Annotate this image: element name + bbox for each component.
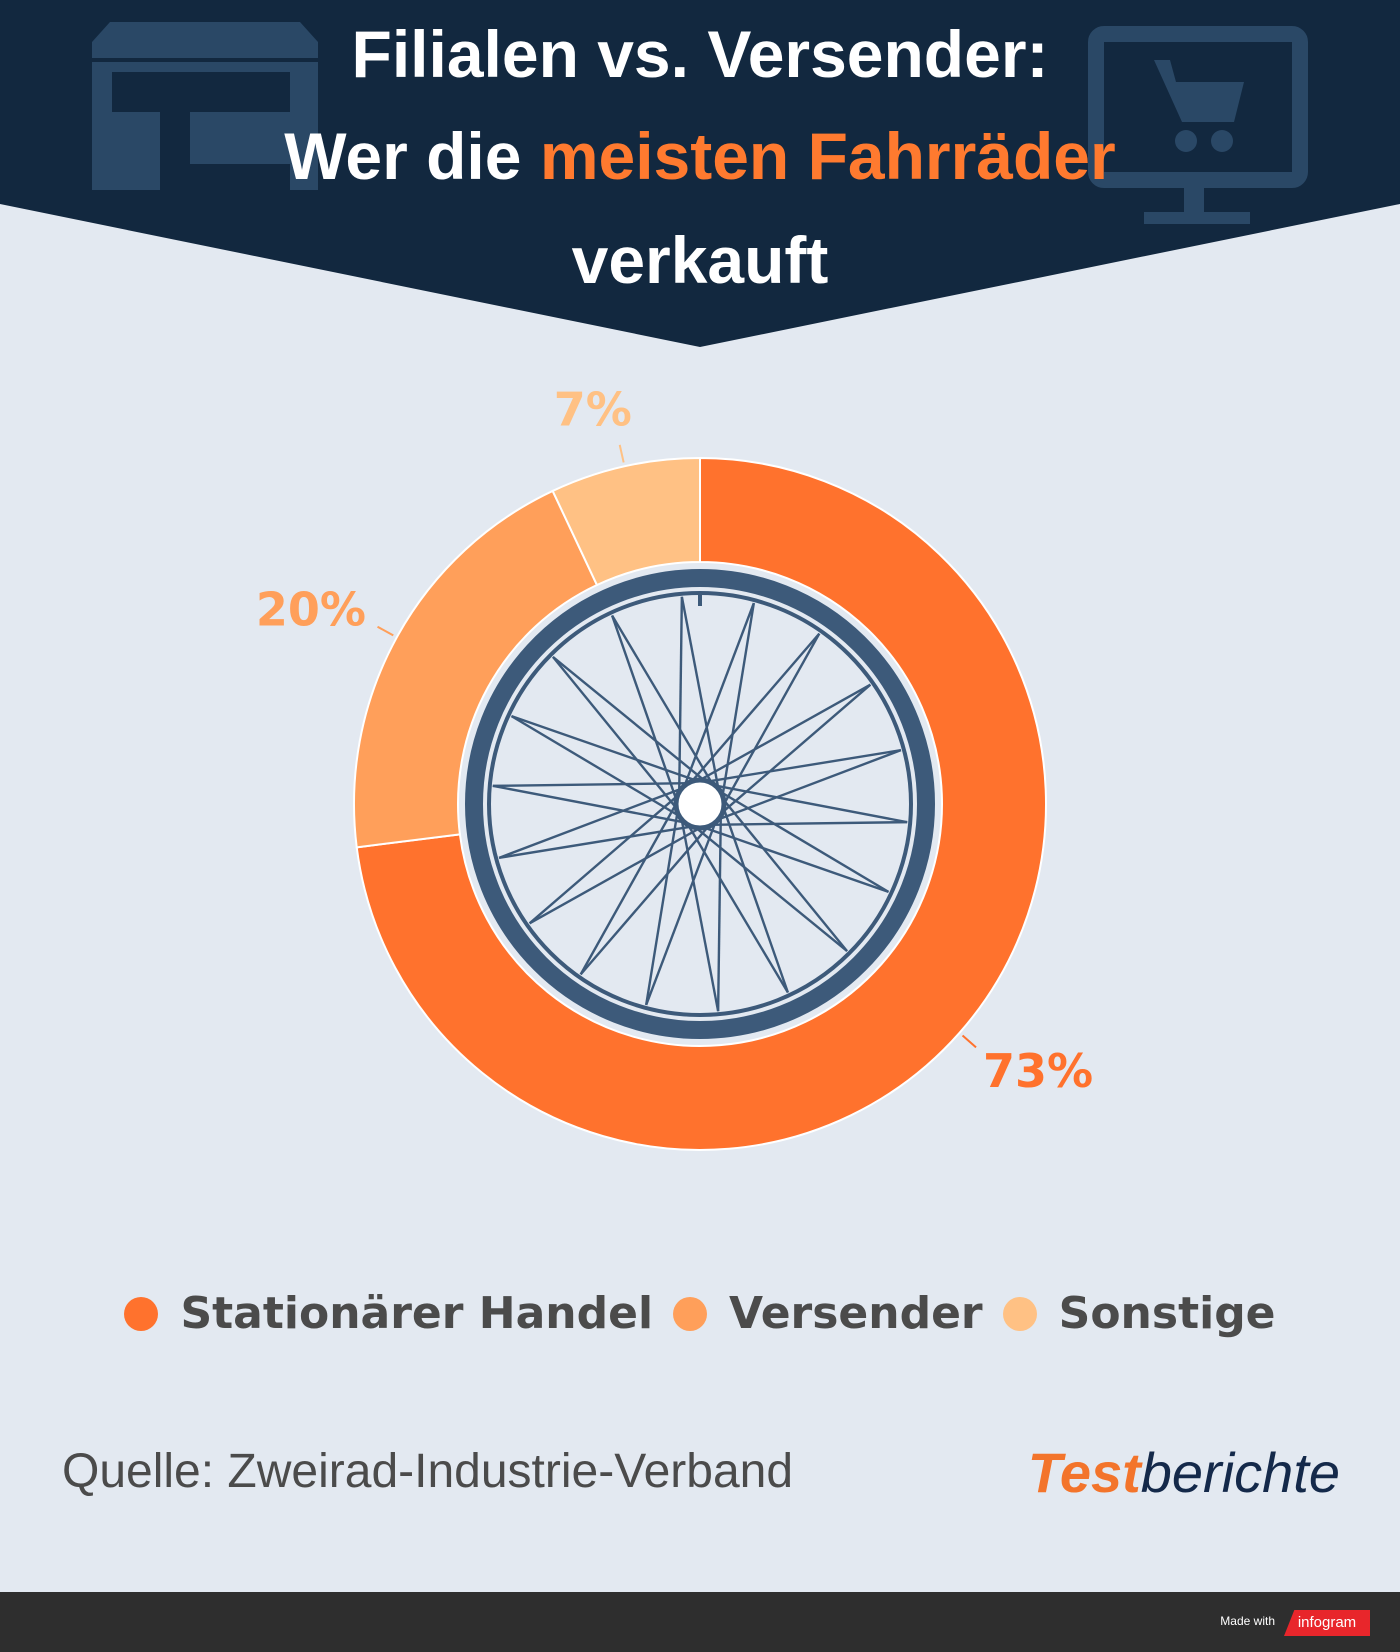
legend-label: Versender [729, 1288, 983, 1339]
donut-chart: 73% 20% 7% [256, 383, 1093, 1151]
legend-item-sonstige: Sonstige [1002, 1288, 1276, 1339]
title-line-2-start: Wer die [284, 119, 540, 193]
legend-label: Stationärer Handel [180, 1288, 654, 1339]
data-label: 73% [983, 1044, 1093, 1098]
bicycle-wheel-icon [465, 569, 935, 1039]
data-label: 7% [554, 383, 632, 437]
legend-swatch [1002, 1296, 1037, 1331]
title-highlight: meisten Fahrräder [539, 119, 1116, 193]
label-leader-line [618, 444, 625, 463]
footer-bar: Made with infogram [0, 1592, 1400, 1652]
title-line-3: verkauft [571, 223, 829, 297]
source-note: Quelle: Zweirad-Industrie-Verband [62, 1445, 794, 1498]
logo-part-test: Test [1027, 1441, 1141, 1504]
label-leader-line [961, 1034, 977, 1049]
title-line-2: Wer die meisten Fahrräder [0, 118, 1400, 194]
legend-item-versender: Versender [673, 1288, 983, 1339]
header-background [0, 0, 1400, 347]
slice-versender[interactable] [353, 489, 599, 849]
shopping-cart-monitor-icon [1088, 26, 1308, 224]
legend-swatch [673, 1296, 708, 1331]
store-icon [92, 22, 318, 190]
slice-station-rer-handel[interactable] [355, 456, 1047, 1151]
legend-label: Sonstige [1058, 1288, 1276, 1339]
logo-part-berichte: berichte [1140, 1441, 1340, 1504]
header-banner [0, 0, 1400, 347]
chart-legend: Stationärer Handel Versender Sonstige [0, 1288, 1400, 1339]
slice-sonstige[interactable] [551, 456, 701, 587]
title-line-1: Filialen vs. Versender: [351, 17, 1049, 91]
infogram-badge[interactable]: infogram [1284, 1610, 1370, 1636]
made-with-text: Made with [1220, 1614, 1275, 1628]
label-leader-line [377, 625, 394, 637]
legend-swatch [124, 1296, 159, 1331]
brand-logo[interactable]: Testberichte [1028, 1440, 1340, 1505]
legend-item-stationaer: Stationärer Handel [124, 1288, 653, 1339]
data-label: 20% [256, 582, 366, 636]
